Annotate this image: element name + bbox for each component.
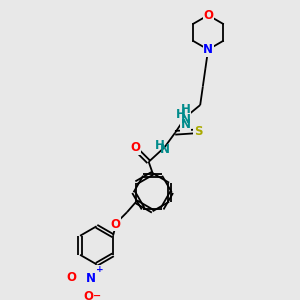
- Text: O: O: [84, 290, 94, 300]
- Text: N: N: [160, 143, 170, 156]
- Text: O: O: [130, 141, 140, 154]
- Text: N: N: [86, 272, 96, 285]
- Text: H
N: H N: [181, 103, 191, 131]
- Text: H: H: [155, 139, 165, 152]
- Text: S: S: [194, 125, 202, 138]
- Text: +: +: [96, 265, 103, 274]
- Text: O: O: [66, 271, 76, 284]
- Text: N: N: [181, 113, 191, 126]
- Text: −: −: [93, 291, 101, 300]
- Text: H: H: [176, 108, 186, 121]
- Text: N: N: [203, 43, 213, 56]
- Text: O: O: [203, 9, 213, 22]
- Text: O: O: [111, 218, 121, 231]
